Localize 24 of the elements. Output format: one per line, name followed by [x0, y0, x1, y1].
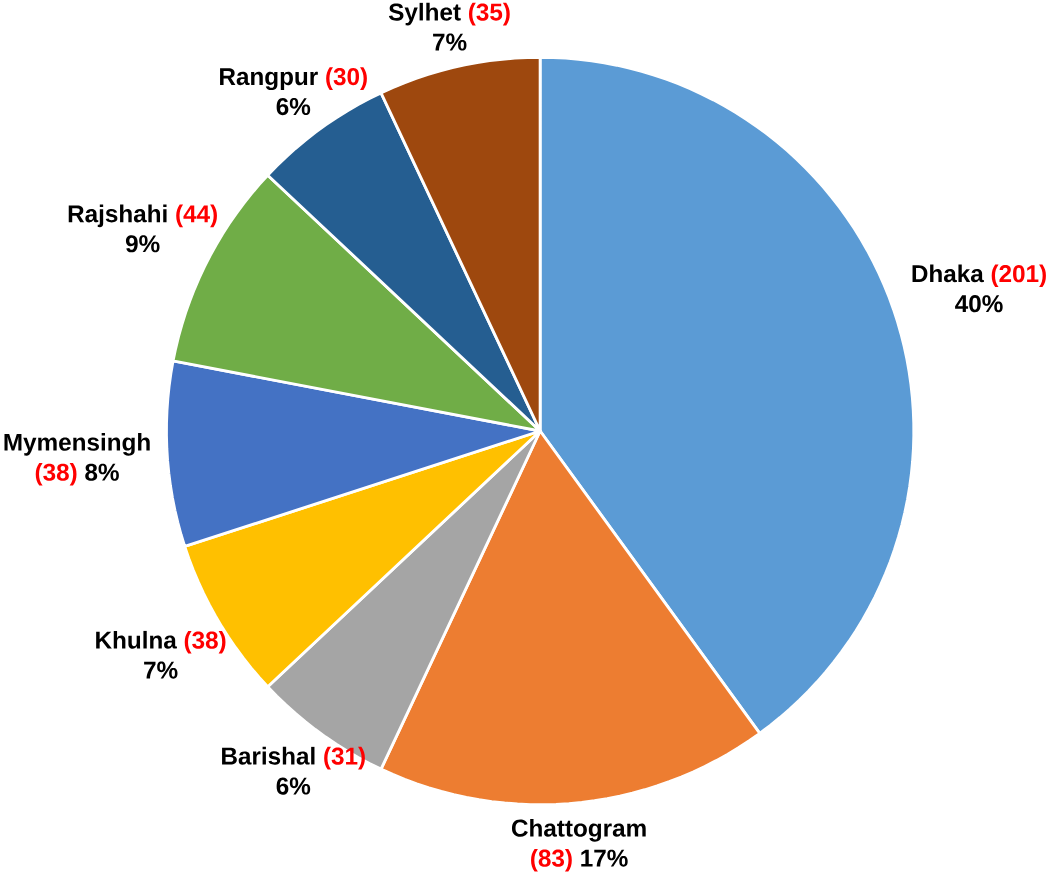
- text: (44): [176, 204, 217, 227]
- text: (30): [326, 67, 367, 90]
- slice-label: Mymensingh: [4, 432, 150, 456]
- data-label: 6%: [276, 97, 311, 115]
- slice-label: Chattogram: [511, 818, 646, 842]
- slice-label: Sylhet: [388, 2, 461, 26]
- data-label: 6%: [276, 777, 311, 795]
- data-label: 7%: [144, 661, 178, 679]
- text: (38): [35, 462, 77, 486]
- text: (35): [468, 2, 510, 26]
- data-label: 17%: [581, 849, 628, 867]
- slice-label: Barishal: [222, 746, 315, 765]
- text: (201): [991, 264, 1046, 287]
- data-label: 7%: [433, 33, 467, 51]
- text: (31): [324, 746, 365, 770]
- text: (38): [184, 630, 226, 654]
- data-label: 8%: [85, 463, 119, 481]
- slice-label: Khulna: [96, 630, 177, 649]
- data-label: 40%: [955, 294, 1003, 313]
- slice-label: Rajshahi: [68, 204, 167, 227]
- text: (83): [531, 848, 572, 872]
- data-label: 9%: [125, 234, 160, 253]
- slice-label: Rangpur: [220, 68, 318, 90]
- slice-label: Dhaka: [912, 264, 984, 283]
